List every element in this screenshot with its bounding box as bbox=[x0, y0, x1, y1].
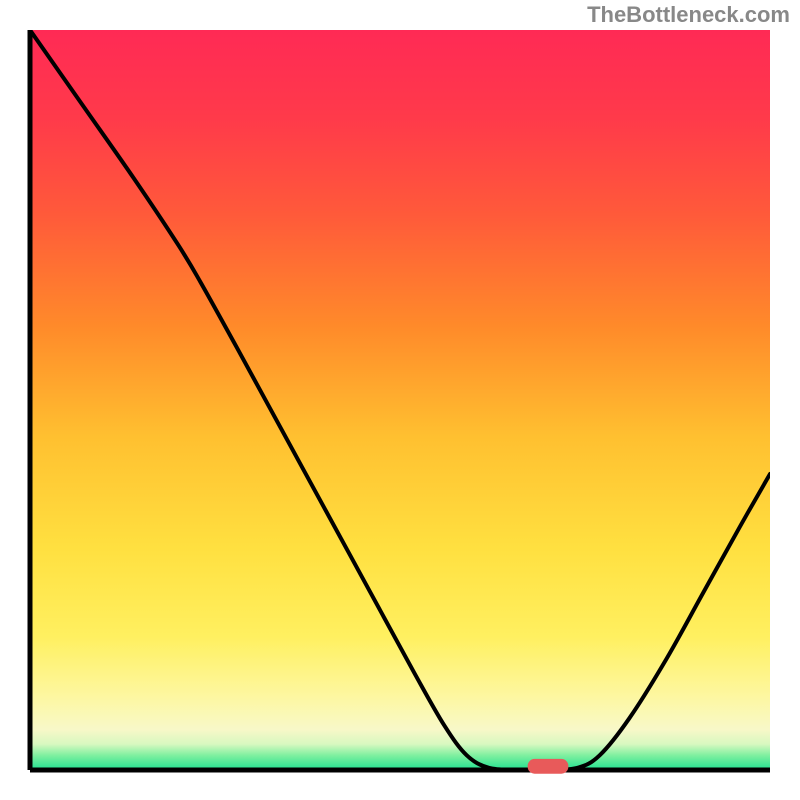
optimal-marker bbox=[528, 759, 569, 774]
watermark-text: TheBottleneck.com bbox=[587, 2, 790, 28]
chart-container: { "watermark": { "text": "TheBottleneck.… bbox=[0, 0, 800, 800]
gradient-background bbox=[30, 30, 770, 770]
bottleneck-chart bbox=[0, 0, 800, 800]
